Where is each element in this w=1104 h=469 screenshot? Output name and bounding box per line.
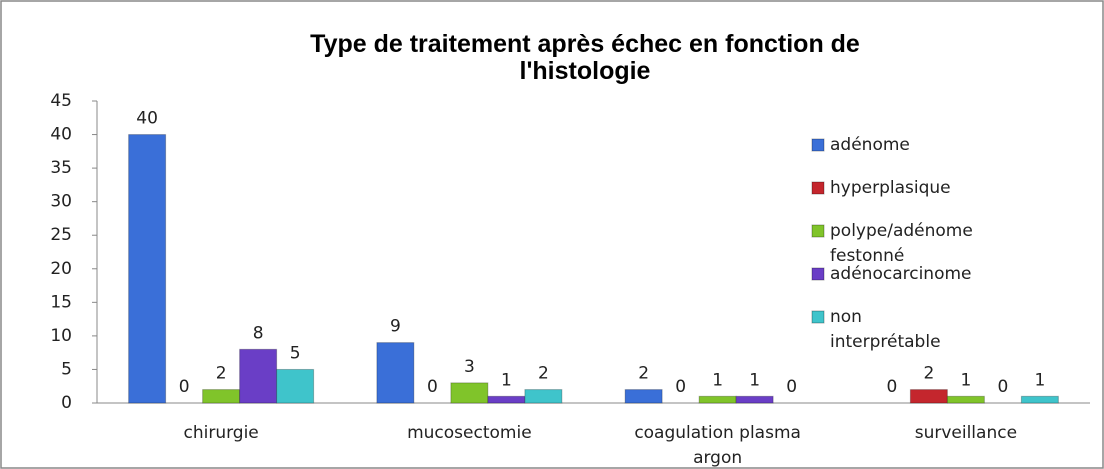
data-label: 0 xyxy=(179,377,190,397)
bar xyxy=(450,382,489,404)
bar xyxy=(376,342,415,404)
bar xyxy=(735,395,774,404)
data-label: 0 xyxy=(675,377,686,397)
bar xyxy=(276,368,315,404)
data-label: 40 xyxy=(136,109,158,129)
legend-label: adénome xyxy=(830,135,910,155)
legend-swatch xyxy=(811,138,825,152)
bar xyxy=(698,395,737,404)
x-tick-label: mucosectomie xyxy=(407,423,532,443)
data-label: 3 xyxy=(464,357,475,377)
legend-label: hyperplasique xyxy=(830,178,951,198)
y-tick-label: 20 xyxy=(50,259,72,279)
data-label: 2 xyxy=(638,364,649,384)
y-tick-label: 40 xyxy=(50,125,72,145)
bar xyxy=(202,389,241,404)
data-label: 1 xyxy=(1034,370,1045,390)
bar xyxy=(946,395,985,404)
legend-label: non interprétable xyxy=(830,307,941,352)
data-label: 0 xyxy=(786,377,797,397)
x-tick-label: surveillance xyxy=(915,423,1017,443)
data-label: 0 xyxy=(886,377,897,397)
data-label: 8 xyxy=(253,323,264,343)
y-tick-label: 5 xyxy=(61,359,72,379)
y-tick-label: 25 xyxy=(50,225,72,245)
data-label: 2 xyxy=(923,364,934,384)
data-label: 5 xyxy=(290,343,301,363)
y-tick-label: 15 xyxy=(50,292,72,312)
legend-swatch xyxy=(811,267,825,281)
y-tick-label: 30 xyxy=(50,192,72,212)
bar xyxy=(1020,395,1059,404)
bar xyxy=(487,395,526,404)
data-label: 9 xyxy=(390,317,401,337)
y-tick-label: 10 xyxy=(50,326,72,346)
x-tick-label: coagulation plasma argon xyxy=(634,423,801,468)
data-label: 1 xyxy=(960,370,971,390)
bar xyxy=(624,389,663,404)
legend-swatch xyxy=(811,181,825,195)
bar xyxy=(239,348,278,404)
data-label: 2 xyxy=(538,364,549,384)
legend-label: polype/adénome festonné xyxy=(830,221,973,266)
data-label: 1 xyxy=(712,370,723,390)
bar xyxy=(128,134,167,404)
data-label: 1 xyxy=(749,370,760,390)
data-label: 0 xyxy=(997,377,1008,397)
legend-swatch xyxy=(811,310,825,324)
data-label: 2 xyxy=(216,364,227,384)
bar xyxy=(909,389,948,404)
chart-title: Type de traitement après échec en foncti… xyxy=(310,30,860,85)
y-tick-label: 35 xyxy=(50,158,72,178)
x-tick-label: chirurgie xyxy=(183,423,258,443)
data-label: 1 xyxy=(501,370,512,390)
bar xyxy=(524,389,563,404)
data-label: 0 xyxy=(427,377,438,397)
legend-label: adénocarcinome xyxy=(830,264,972,284)
y-tick-label: 45 xyxy=(50,91,72,111)
legend-swatch xyxy=(811,224,825,238)
y-tick-label: 0 xyxy=(61,393,72,413)
